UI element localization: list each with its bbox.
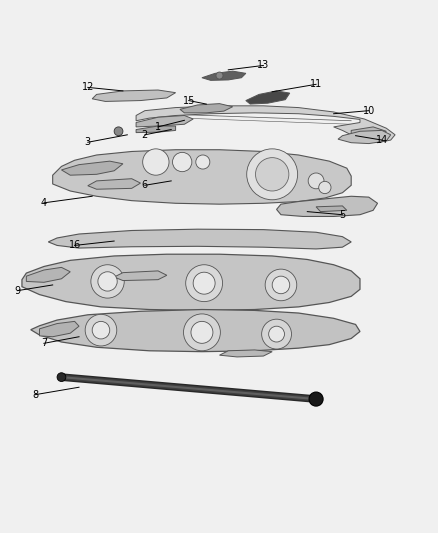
Circle shape bbox=[195, 155, 209, 169]
Circle shape bbox=[193, 272, 215, 294]
Polygon shape bbox=[315, 206, 346, 212]
Circle shape bbox=[265, 269, 296, 301]
Polygon shape bbox=[201, 71, 245, 80]
Text: 12: 12 bbox=[81, 83, 94, 92]
Circle shape bbox=[142, 149, 169, 175]
Text: 3: 3 bbox=[85, 138, 91, 147]
Circle shape bbox=[191, 321, 212, 343]
Text: 16: 16 bbox=[68, 240, 81, 251]
Text: 8: 8 bbox=[32, 390, 38, 400]
Polygon shape bbox=[88, 179, 140, 189]
Polygon shape bbox=[61, 161, 123, 175]
Text: 2: 2 bbox=[141, 130, 148, 140]
Polygon shape bbox=[180, 103, 232, 113]
Circle shape bbox=[255, 158, 288, 191]
Circle shape bbox=[92, 321, 110, 339]
Circle shape bbox=[172, 152, 191, 172]
Polygon shape bbox=[136, 106, 394, 143]
Circle shape bbox=[308, 392, 322, 406]
Polygon shape bbox=[22, 254, 359, 310]
Polygon shape bbox=[136, 126, 175, 133]
Circle shape bbox=[246, 149, 297, 200]
Text: 7: 7 bbox=[41, 338, 47, 349]
Text: 13: 13 bbox=[257, 60, 269, 70]
Polygon shape bbox=[48, 229, 350, 249]
Circle shape bbox=[85, 314, 117, 346]
Text: 10: 10 bbox=[362, 106, 374, 116]
Circle shape bbox=[91, 265, 124, 298]
Circle shape bbox=[114, 127, 123, 136]
Text: 9: 9 bbox=[14, 286, 21, 296]
Polygon shape bbox=[136, 116, 193, 127]
Polygon shape bbox=[114, 271, 166, 280]
Text: 6: 6 bbox=[141, 180, 148, 190]
Polygon shape bbox=[245, 91, 289, 104]
Polygon shape bbox=[219, 350, 272, 357]
Circle shape bbox=[185, 265, 222, 302]
Circle shape bbox=[261, 319, 291, 349]
Circle shape bbox=[307, 173, 323, 189]
Circle shape bbox=[272, 276, 289, 294]
Polygon shape bbox=[31, 310, 359, 352]
Text: 11: 11 bbox=[309, 79, 321, 90]
Polygon shape bbox=[53, 150, 350, 204]
Polygon shape bbox=[39, 321, 79, 337]
Polygon shape bbox=[337, 131, 390, 143]
Circle shape bbox=[215, 72, 223, 79]
Text: 1: 1 bbox=[155, 122, 161, 132]
Circle shape bbox=[268, 326, 284, 342]
Text: 15: 15 bbox=[182, 95, 194, 106]
Circle shape bbox=[183, 314, 220, 351]
Text: 14: 14 bbox=[375, 135, 387, 145]
Polygon shape bbox=[26, 268, 70, 282]
Polygon shape bbox=[350, 127, 385, 139]
Circle shape bbox=[98, 272, 117, 291]
Text: 5: 5 bbox=[339, 209, 345, 220]
Circle shape bbox=[57, 373, 66, 382]
Circle shape bbox=[318, 181, 330, 193]
Polygon shape bbox=[92, 90, 175, 101]
Polygon shape bbox=[276, 196, 377, 216]
Text: 4: 4 bbox=[41, 198, 47, 208]
